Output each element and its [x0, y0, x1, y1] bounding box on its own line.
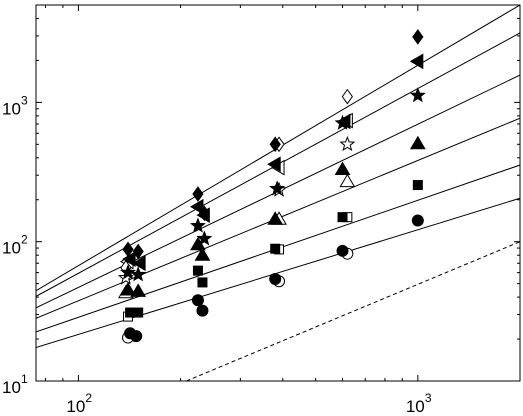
data-point-open-triangle [339, 173, 356, 188]
data-point-filled-square [133, 307, 144, 318]
dashed-reference-line [186, 241, 520, 381]
data-point-filled-circle [196, 304, 209, 317]
data-point-filled-circle [269, 272, 282, 285]
data-point-filled-left-triangle [132, 255, 146, 272]
y-tick-label: 10 [2, 378, 21, 397]
x-tick-label: 10 [66, 397, 85, 416]
data-point-filled-star [120, 264, 136, 280]
data-point-filled-square [197, 277, 208, 288]
x-tick-label-exponent: 2 [85, 391, 92, 405]
data-point-filled-diamond [132, 243, 144, 260]
axis-ticks [36, 4, 521, 382]
y-tick-label-exponent: 3 [21, 93, 28, 107]
x-tick-label: 10 [406, 397, 425, 416]
data-point-filled-circle [191, 294, 204, 307]
data-point-filled-left-triangle [267, 156, 281, 173]
x-tick-label-exponent: 3 [425, 391, 432, 405]
data-point-open-diamond [341, 88, 353, 105]
fit-line [36, 197, 520, 348]
data-point-filled-square [192, 265, 203, 276]
data-point-filled-circle [130, 330, 143, 343]
data-point-filled-square [412, 180, 423, 191]
data-point-filled-diamond [198, 205, 210, 222]
data-point-filled-star [130, 266, 147, 282]
data-point-filled-triangle [130, 283, 147, 297]
data-point-filled-left-triangle [189, 198, 204, 215]
y-tick-label: 10 [2, 239, 21, 258]
data-point-filled-triangle [267, 211, 284, 225]
data-point-filled-diamond [122, 241, 134, 258]
data-point-filled-triangle [334, 161, 351, 175]
data-point-filled-circle [336, 244, 349, 257]
axis-tick-labels: 10 2 10 310 110 210 3 [2, 93, 432, 416]
y-tick-label-exponent: 2 [21, 233, 28, 247]
data-point-filled-square [337, 212, 348, 223]
data-point-filled-left-triangle [409, 53, 424, 70]
data-point-filled-square [270, 243, 281, 254]
data-point-open-star [339, 135, 356, 152]
data-point-filled-diamond [412, 29, 424, 45]
data-point-filled-star [189, 217, 206, 233]
data-point-filled-diamond [192, 186, 204, 202]
data-point-filled-star [196, 230, 213, 246]
data-point-filled-star [409, 87, 426, 103]
data-point-filled-triangle [409, 135, 426, 150]
data-point-filled-diamond [269, 136, 281, 153]
y-tick-label: 10 [2, 99, 21, 118]
data-point-filled-circle [411, 214, 424, 227]
data-markers [117, 29, 426, 344]
data-point-filled-left-triangle [336, 113, 351, 130]
data-point-filled-triangle [120, 282, 136, 296]
y-tick-label-exponent: 1 [21, 372, 28, 386]
data-point-filled-triangle [194, 247, 211, 261]
reference-line-group [186, 241, 520, 381]
data-point-filled-star [269, 180, 286, 196]
